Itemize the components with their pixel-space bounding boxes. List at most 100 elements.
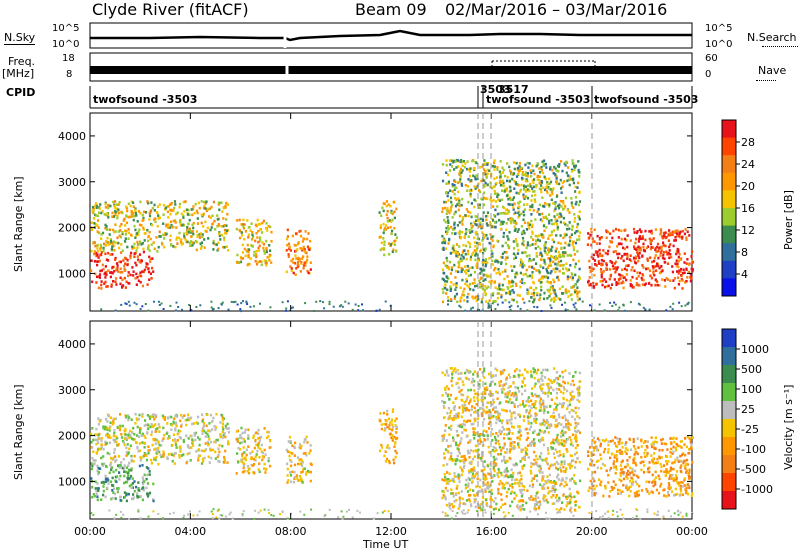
- echo-cell: [521, 297, 525, 301]
- echo-cell: [191, 440, 194, 443]
- echo-cell: [455, 282, 458, 286]
- echo-cell: [500, 421, 504, 425]
- echo-cell: [529, 469, 532, 473]
- echo-cell: [588, 283, 591, 287]
- echo-cell: [524, 174, 527, 177]
- echo-cell: [457, 507, 460, 510]
- echo-cell: [128, 447, 131, 451]
- echo-cell: [599, 252, 602, 256]
- echo-cell: [603, 309, 606, 312]
- echo-cell: [479, 267, 482, 271]
- echo-cell: [383, 247, 386, 250]
- echo-cell: [470, 468, 473, 471]
- echo-cell: [505, 262, 508, 266]
- echo-cell: [447, 221, 450, 225]
- echo-cell: [354, 303, 357, 306]
- echo-cell: [572, 240, 575, 244]
- echo-cell: [531, 225, 534, 229]
- echo-cell: [93, 252, 96, 256]
- echo-cell: [589, 282, 592, 286]
- echo-cell: [143, 232, 146, 235]
- echo-cell: [605, 236, 608, 240]
- echo-cell: [94, 433, 97, 436]
- echo-cell: [123, 491, 126, 494]
- echo-cell: [461, 278, 464, 282]
- echo-cell: [570, 496, 573, 499]
- echo-cell: [253, 463, 256, 466]
- echo-cell: [99, 243, 102, 247]
- echo-cell: [117, 464, 120, 467]
- echo-cell: [446, 207, 449, 210]
- echo-cell: [204, 442, 207, 445]
- echo-cell: [473, 498, 476, 501]
- echo-cell: [527, 456, 530, 459]
- echo-cell: [533, 368, 537, 372]
- echo-cell: [455, 284, 458, 287]
- echo-cell: [130, 200, 133, 204]
- echo-cell: [113, 487, 116, 490]
- echo-cell: [601, 279, 604, 283]
- echo-cell: [380, 423, 383, 426]
- echo-cell: [684, 281, 687, 284]
- echo-cell: [533, 474, 537, 478]
- echo-cell: [657, 249, 660, 253]
- echo-cell: [502, 168, 505, 172]
- echo-cell: [516, 386, 519, 390]
- echo-cell: [480, 453, 484, 456]
- echo-cell: [488, 257, 491, 260]
- echo-cell: [551, 188, 554, 192]
- echo-cell: [542, 163, 545, 166]
- echo-cell: [295, 257, 298, 260]
- echo-cell: [554, 402, 557, 405]
- echo-cell: [470, 462, 473, 466]
- echo-cell: [505, 459, 508, 463]
- echo-cell: [452, 492, 455, 495]
- echo-cell: [454, 252, 457, 256]
- echo-cell: [447, 227, 450, 231]
- echo-cell: [124, 416, 128, 419]
- echo-cell: [218, 450, 221, 454]
- echo-cell: [105, 225, 108, 228]
- echo-cell: [460, 415, 463, 419]
- echo-cell: [235, 260, 238, 264]
- echo-cell: [571, 278, 574, 281]
- echo-cell: [210, 226, 213, 229]
- echo-cell: [522, 243, 525, 247]
- echo-cell: [543, 458, 546, 462]
- echo-cell: [556, 499, 559, 503]
- echo-cell: [541, 275, 544, 278]
- echo-cell: [191, 244, 194, 247]
- echo-cell: [536, 464, 539, 467]
- echo-cell: [496, 472, 499, 475]
- echo-cell: [119, 495, 122, 499]
- echo-cell: [450, 452, 453, 455]
- echo-cell: [513, 445, 516, 448]
- echo-cell: [454, 288, 457, 291]
- echo-cell: [473, 455, 476, 458]
- echo-cell: [559, 234, 562, 237]
- echo-cell: [453, 475, 456, 478]
- echo-cell: [488, 306, 491, 309]
- echo-cell: [552, 229, 556, 232]
- echo-cell: [131, 431, 134, 434]
- echo-cell: [247, 471, 251, 475]
- echo-cell: [104, 276, 107, 279]
- echo-cell: [250, 244, 253, 247]
- echo-cell: [455, 198, 458, 201]
- echo-cell: [202, 424, 205, 428]
- echo-cell: [199, 232, 202, 235]
- echo-cell: [593, 240, 596, 243]
- echo-cell: [121, 466, 124, 470]
- echo-cell: [385, 419, 388, 423]
- echo-cell: [395, 250, 398, 253]
- echo-cell: [526, 241, 529, 244]
- echo-cell: [139, 271, 142, 274]
- echo-cell: [108, 242, 112, 245]
- echo-cell: [457, 252, 460, 255]
- echo-cell: [542, 438, 545, 442]
- echo-cell: [175, 238, 178, 241]
- echo-cell: [200, 213, 203, 217]
- echo-cell: [526, 179, 529, 183]
- echo-cell: [530, 392, 533, 395]
- echo-cell: [571, 379, 574, 383]
